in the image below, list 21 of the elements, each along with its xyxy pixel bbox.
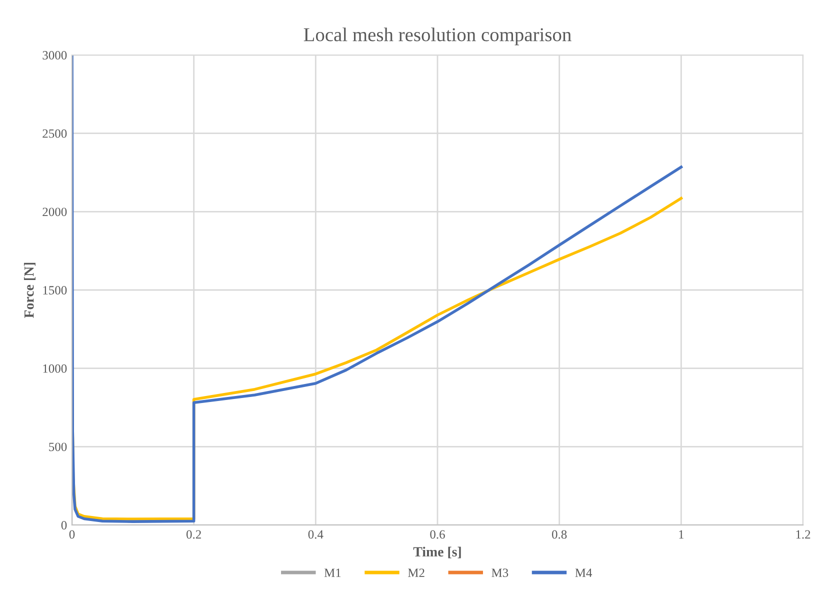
x-axis-title: Time [s]	[413, 546, 461, 558]
x-tick-label: 0.6	[430, 530, 445, 539]
x-tick-label: 0.8	[552, 530, 567, 539]
y-axis-title: Force [N]	[24, 262, 36, 318]
y-tick-label: 1000	[43, 364, 67, 373]
x-tick-label: 0.4	[308, 530, 324, 539]
y-tick-label: 1500	[43, 286, 67, 294]
y-tick-label: 2500	[42, 129, 67, 138]
x-tick-label: 0	[69, 530, 75, 539]
chart-title: Local mesh resolution comparison	[304, 28, 572, 46]
x-tick-label: 0.2	[186, 530, 201, 539]
legend-label: M1	[324, 568, 341, 577]
y-tick-label: 500	[49, 442, 67, 452]
y-tick-label: 2000	[42, 208, 67, 216]
legend-label: M2	[408, 568, 424, 577]
y-tick-label: 0	[61, 521, 67, 530]
y-tick-label: 3000	[42, 51, 67, 60]
x-tick-label: 1	[679, 530, 684, 539]
legend-label: M4	[575, 568, 592, 577]
x-tick-label: 1.2	[796, 530, 810, 539]
legend-label: M3	[492, 568, 508, 578]
